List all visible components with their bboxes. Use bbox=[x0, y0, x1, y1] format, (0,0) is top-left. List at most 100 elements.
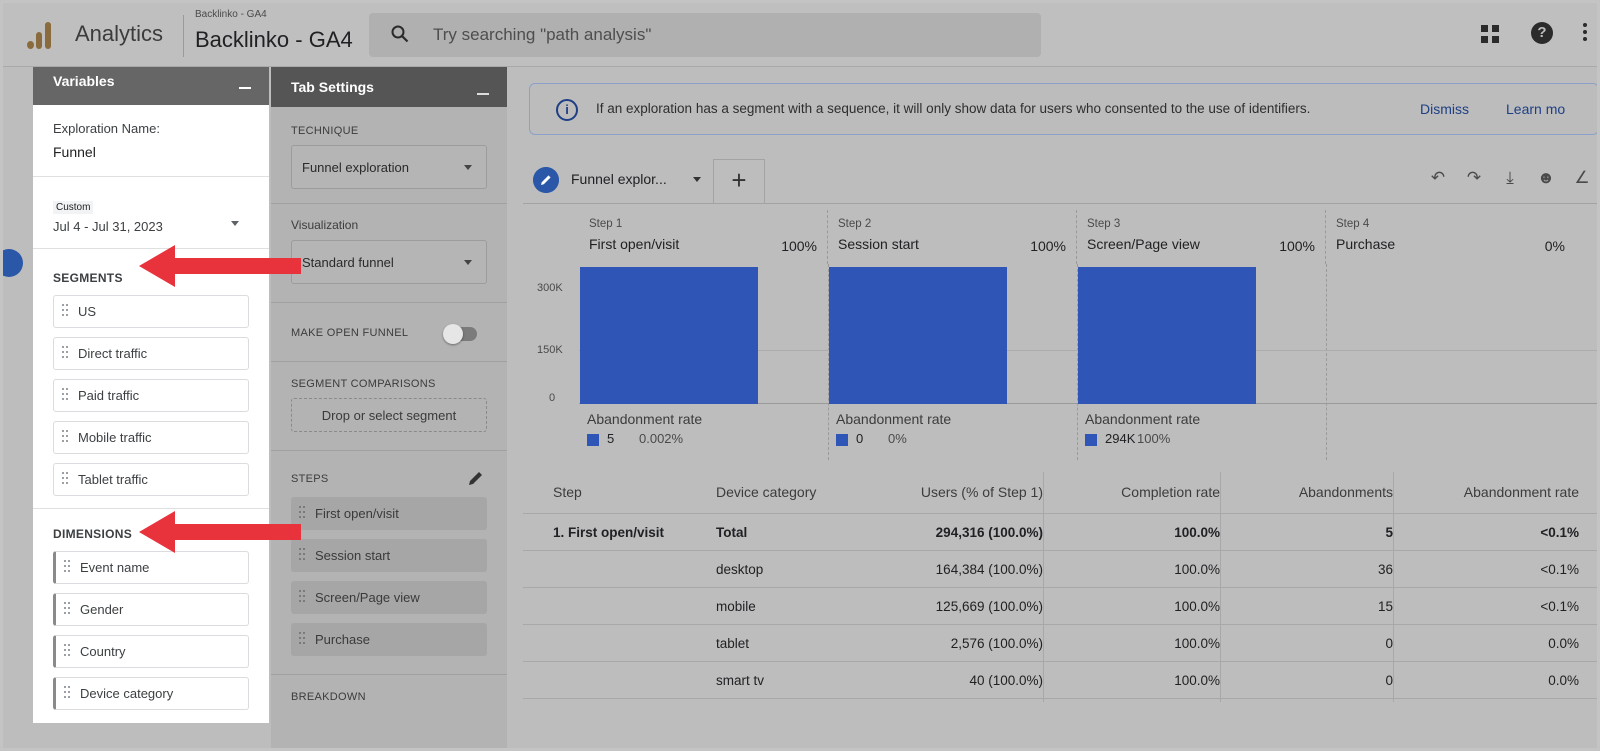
drag-handle-icon[interactable] bbox=[64, 560, 72, 576]
step-percent: 100% bbox=[781, 238, 817, 254]
edit-icon[interactable] bbox=[533, 167, 559, 193]
column-header-abandonments[interactable]: Abandonments bbox=[1298, 484, 1393, 500]
segment-drop-zone[interactable]: Drop or select segment bbox=[291, 398, 487, 432]
open-funnel-label: MAKE OPEN FUNNEL bbox=[291, 327, 409, 339]
segment-chip[interactable]: Tablet traffic bbox=[53, 463, 249, 496]
date-custom-tag: Custom bbox=[53, 201, 94, 214]
redo-icon[interactable]: ↷ bbox=[1466, 168, 1482, 187]
info-banner: i If an exploration has a segment with a… bbox=[529, 83, 1597, 135]
table-row[interactable]: desktop 164,384 (100.0%) 100.0% 36 <0.1% bbox=[523, 551, 1597, 588]
drag-handle-icon[interactable] bbox=[62, 304, 70, 320]
visualization-select[interactable]: Standard funnel bbox=[291, 240, 487, 284]
dimension-chip[interactable]: Country bbox=[53, 635, 249, 668]
info-icon: i bbox=[556, 99, 578, 121]
legend-swatch bbox=[587, 434, 599, 446]
exploration-canvas: i If an exploration has a segment with a… bbox=[509, 67, 1597, 748]
dimension-chip[interactable]: Gender bbox=[53, 593, 249, 626]
cell-abandonment-rate: 0.0% bbox=[1548, 636, 1579, 651]
drag-handle-icon[interactable] bbox=[62, 388, 70, 404]
account-path: Backlinko - GA4 bbox=[195, 9, 267, 20]
undo-icon[interactable]: ↶ bbox=[1430, 168, 1446, 187]
funnel-bar[interactable] bbox=[580, 267, 758, 404]
account-selector[interactable]: Backlinko - GA4 bbox=[195, 27, 353, 52]
drag-handle-icon[interactable] bbox=[299, 632, 307, 648]
date-range-picker[interactable]: Custom Jul 4 - Jul 31, 2023 bbox=[33, 177, 269, 249]
divider bbox=[271, 203, 507, 204]
explore-nav-icon[interactable] bbox=[3, 249, 23, 277]
column-header-device[interactable]: Device category bbox=[716, 484, 817, 500]
search-input[interactable]: Try searching "path analysis" bbox=[433, 25, 652, 44]
drag-handle-icon[interactable] bbox=[62, 346, 70, 362]
tab-funnel-exploration[interactable]: Funnel explor... bbox=[529, 157, 709, 203]
segment-chip[interactable]: US bbox=[53, 295, 249, 328]
dimension-chip[interactable]: Event name bbox=[53, 551, 249, 584]
segment-chip[interactable]: Paid traffic bbox=[53, 379, 249, 412]
drag-handle-icon[interactable] bbox=[299, 548, 307, 564]
abandonment-cell: Abandonment rate 5 0.002% bbox=[579, 411, 819, 449]
technique-select[interactable]: Funnel exploration bbox=[291, 145, 487, 189]
visualization-label: Visualization bbox=[291, 218, 359, 232]
legend-swatch bbox=[1085, 434, 1097, 446]
drag-handle-icon[interactable] bbox=[299, 590, 307, 606]
dimensions-list: Event name Gender Country Device categor… bbox=[33, 551, 269, 710]
abandonment-cell: Abandonment rate 0 0% bbox=[828, 411, 1068, 449]
drag-handle-icon[interactable] bbox=[64, 686, 72, 702]
column-header-completion[interactable]: Completion rate bbox=[1121, 484, 1220, 500]
steps-header: STEPS bbox=[271, 472, 507, 497]
abandonment-rate: 0.002% bbox=[639, 431, 684, 446]
step-number: Step 2 bbox=[838, 218, 872, 230]
steps-label: STEPS bbox=[291, 473, 329, 485]
dimension-chip[interactable]: Device category bbox=[53, 677, 249, 710]
step-chip[interactable]: Purchase bbox=[291, 623, 487, 656]
search-bar[interactable]: Try searching "path analysis" bbox=[369, 13, 1041, 57]
chevron-down-icon[interactable] bbox=[693, 177, 701, 182]
insights-icon[interactable]: ∠ bbox=[1574, 168, 1590, 187]
funnel-bar[interactable] bbox=[829, 267, 1007, 404]
step-number: Step 4 bbox=[1336, 218, 1370, 230]
table-row[interactable]: tablet 2,576 (100.0%) 100.0% 0 0.0% bbox=[523, 625, 1597, 662]
table-row[interactable]: smart tv 40 (100.0%) 100.0% 0 0.0% bbox=[523, 662, 1597, 699]
drag-handle-icon[interactable] bbox=[62, 472, 70, 488]
tab-settings-panel: Tab Settings TECHNIQUE Funnel exploratio… bbox=[271, 67, 507, 748]
drag-handle-icon[interactable] bbox=[64, 602, 72, 618]
collapse-icon[interactable] bbox=[477, 93, 489, 95]
column-header-users[interactable]: Users (% of Step 1) bbox=[920, 484, 1043, 500]
drag-handle-icon[interactable] bbox=[299, 506, 307, 522]
table-row[interactable]: mobile 125,669 (100.0%) 100.0% 15 <0.1% bbox=[523, 588, 1597, 625]
column-header-step[interactable]: Step bbox=[553, 484, 582, 500]
more-vert-icon[interactable] bbox=[1583, 23, 1589, 45]
funnel-chart: Step 1 First open/visit 100% Step 2 Session … bbox=[523, 210, 1597, 460]
segment-chip[interactable]: Mobile traffic bbox=[53, 421, 249, 454]
collapse-icon[interactable] bbox=[239, 87, 251, 89]
step-chip[interactable]: First open/visit bbox=[291, 497, 487, 530]
segments-title: SEGMENTS bbox=[53, 271, 123, 285]
segment-chip[interactable]: Direct traffic bbox=[53, 337, 249, 370]
variables-header: Variables bbox=[33, 67, 269, 105]
add-tab-button[interactable]: + bbox=[713, 159, 765, 203]
exploration-name-field[interactable]: Funnel bbox=[53, 144, 96, 160]
download-icon[interactable]: ⤓ bbox=[1506, 168, 1514, 187]
analytics-logo-icon[interactable] bbox=[27, 21, 53, 49]
cell-completion: 100.0% bbox=[1174, 673, 1220, 688]
drag-handle-icon[interactable] bbox=[62, 430, 70, 446]
segments-annotation-arrow bbox=[139, 245, 301, 287]
table-row[interactable]: 1. First open/visit Total 294,316 (100.0%)… bbox=[523, 514, 1597, 551]
edit-steps-icon[interactable] bbox=[467, 469, 485, 487]
learn-more-link[interactable]: Learn mo bbox=[1506, 101, 1566, 117]
step-chip[interactable]: Screen/Page view bbox=[291, 581, 487, 614]
drag-handle-icon[interactable] bbox=[64, 644, 72, 660]
step-percent: 0% bbox=[1544, 238, 1565, 254]
cell-users: 40 (100.0%) bbox=[969, 673, 1043, 688]
cell-abandonments: 36 bbox=[1377, 562, 1393, 577]
dismiss-link[interactable]: Dismiss bbox=[1420, 101, 1469, 117]
divider bbox=[271, 674, 507, 675]
open-funnel-toggle[interactable] bbox=[443, 324, 477, 344]
help-icon[interactable]: ? bbox=[1531, 22, 1553, 44]
chevron-down-icon[interactable] bbox=[231, 221, 239, 226]
share-icon[interactable]: ☻ bbox=[1537, 168, 1555, 187]
column-header-abandonment-rate[interactable]: Abandonment rate bbox=[1463, 484, 1579, 500]
funnel-bar[interactable] bbox=[1078, 267, 1256, 404]
app-name: Analytics bbox=[75, 21, 164, 46]
step-chip[interactable]: Session start bbox=[291, 539, 487, 572]
apps-grid-icon[interactable] bbox=[1481, 25, 1499, 43]
